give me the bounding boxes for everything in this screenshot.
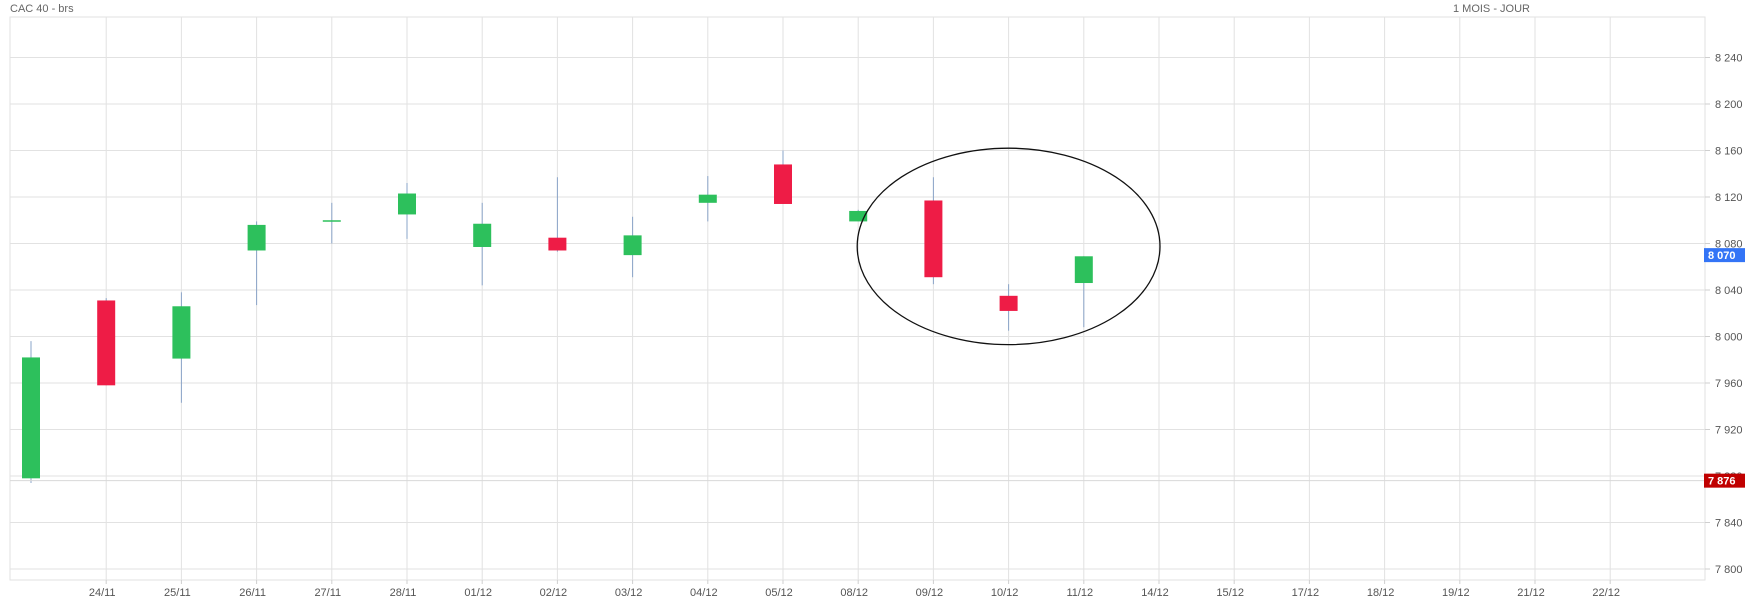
x-tick-label: 01/12 <box>464 587 492 599</box>
x-tick-label: 22/12 <box>1592 587 1620 599</box>
candle-body-up <box>849 210 868 222</box>
candle-body-up <box>22 357 40 479</box>
y-tick-label: 7 960 <box>1715 378 1743 390</box>
y-tick-label: 7 800 <box>1715 564 1743 576</box>
x-tick-label: 02/12 <box>540 587 568 599</box>
x-tick-label: 11/12 <box>1066 587 1093 599</box>
annotation-ellipse <box>856 147 1161 346</box>
y-tick-label: 7 920 <box>1715 425 1743 437</box>
candle-body-down <box>97 300 116 386</box>
x-tick-label: 28/11 <box>390 587 417 599</box>
candle-body-up <box>698 194 717 203</box>
y-tick-label: 8 040 <box>1715 285 1743 297</box>
price-badge-label: 7 876 <box>1708 476 1736 488</box>
candle-body-down <box>924 200 943 278</box>
y-tick-label: 8 000 <box>1715 332 1743 344</box>
x-tick-label: 05/12 <box>765 587 793 599</box>
x-tick-label: 26/11 <box>239 587 266 599</box>
candle-body-down <box>999 295 1018 311</box>
candle-body-up <box>322 220 341 222</box>
y-tick-label: 8 240 <box>1715 53 1743 65</box>
x-tick-label: 25/11 <box>164 587 191 599</box>
y-tick-label: 7 840 <box>1715 518 1743 530</box>
x-tick-label: 27/11 <box>314 587 341 599</box>
chart-title: CAC 40 - brs <box>10 3 74 15</box>
x-tick-label: 14/12 <box>1141 587 1169 599</box>
x-tick-label: 18/12 <box>1367 587 1395 599</box>
x-tick-label: 09/12 <box>916 587 944 599</box>
y-tick-label: 8 160 <box>1715 146 1743 158</box>
price-badge <box>1704 473 1745 488</box>
candle-body-up <box>172 306 191 359</box>
x-tick-label: 17/12 <box>1292 587 1320 599</box>
x-tick-label: 24/11 <box>89 587 116 599</box>
x-tick-label: 03/12 <box>615 587 643 599</box>
candle-body-up <box>247 224 266 251</box>
x-tick-label: 08/12 <box>840 587 868 599</box>
candle-body-up <box>623 235 642 256</box>
y-tick-label: 8 200 <box>1715 99 1743 111</box>
candle-body-down <box>774 164 792 204</box>
candle-body-down <box>548 237 567 251</box>
candle-body-up <box>1074 256 1093 284</box>
plot-frame <box>9 16 1706 581</box>
y-tick-label: 8 080 <box>1715 239 1743 251</box>
x-tick-label: 04/12 <box>690 587 718 599</box>
price-badge-label: 8 070 <box>1708 250 1736 262</box>
price-badge <box>1704 248 1745 263</box>
x-tick-label: 15/12 <box>1216 587 1244 599</box>
x-tick-label: 10/12 <box>991 587 1019 599</box>
y-tick-label: 8 120 <box>1715 192 1743 204</box>
x-tick-label: 19/12 <box>1442 587 1470 599</box>
x-tick-label: 21/12 <box>1517 587 1545 599</box>
candle-body-up <box>398 193 416 215</box>
candle-body-up <box>473 223 492 247</box>
period-label[interactable]: 1 MOIS - JOUR <box>1452 3 1530 15</box>
